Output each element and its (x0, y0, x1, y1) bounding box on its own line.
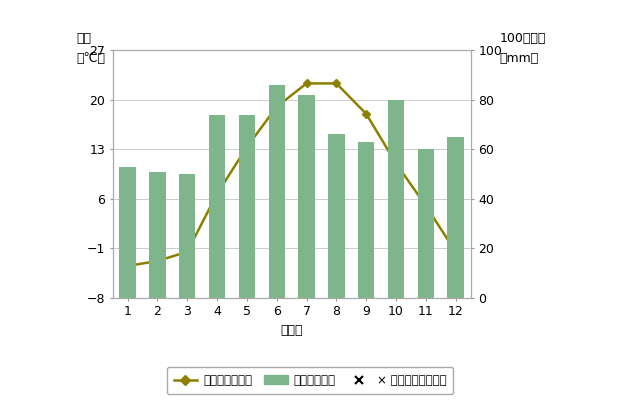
Bar (298, 95, 315, 298)
Text: （℃）: （℃） (77, 52, 106, 65)
Bar (388, 100, 404, 298)
Text: 気温: 気温 (77, 32, 92, 45)
Bar (268, 85, 285, 298)
Bar (239, 114, 255, 298)
Bar (448, 137, 464, 298)
X-axis label: （月）: （月） (280, 324, 303, 337)
Bar (328, 134, 345, 298)
Bar (120, 166, 136, 298)
Bar (358, 142, 374, 298)
Bar (179, 174, 195, 298)
Bar (209, 114, 225, 298)
Bar (149, 172, 166, 298)
Legend: 平均気温平年値, 降水量平年値, × 値なし（降水量）: 平均気温平年値, 降水量平年値, × 値なし（降水量） (167, 367, 453, 394)
Text: （mm）: （mm） (499, 52, 538, 65)
Text: 100降水量: 100降水量 (499, 32, 546, 45)
Bar (418, 149, 434, 298)
